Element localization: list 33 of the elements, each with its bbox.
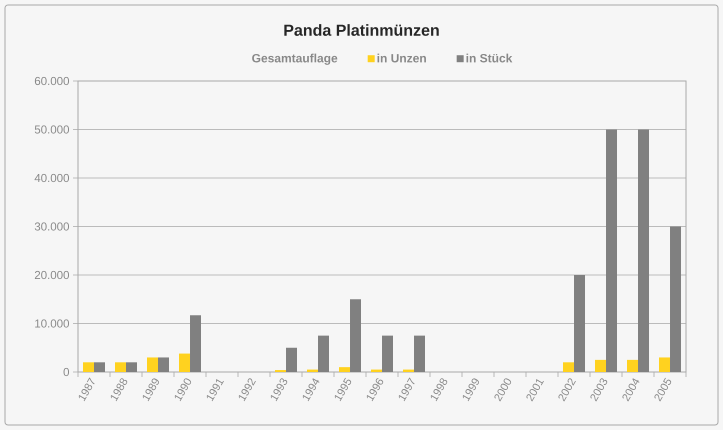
bar (659, 357, 670, 372)
bar (414, 336, 426, 372)
bar (563, 362, 574, 372)
bar (179, 354, 190, 372)
bar (574, 275, 586, 372)
legend-label: in Stück (466, 54, 512, 62)
bar (627, 360, 638, 372)
bar (190, 315, 202, 372)
bar (606, 129, 618, 372)
bar (595, 360, 606, 372)
y-tick-label: 10.000 (35, 319, 70, 328)
legend-title: Gesamtauflage (252, 54, 338, 65)
chart-title: Panda Platinmünzen (284, 24, 439, 36)
bar (318, 336, 330, 372)
bar (670, 226, 682, 372)
bar (350, 299, 362, 372)
y-tick-label: 0 (64, 368, 70, 376)
bar (339, 367, 350, 372)
bar (94, 362, 105, 372)
y-tick-label: 50.000 (34, 125, 70, 134)
bar (115, 362, 126, 372)
bar (83, 362, 94, 372)
bar (382, 336, 394, 372)
y-tick-label: 40.000 (34, 174, 70, 182)
legend-label: in Unzen (378, 54, 426, 62)
y-tick-label: 20.000 (34, 270, 70, 280)
bar (147, 357, 158, 372)
bar (158, 357, 169, 372)
y-tick-label: 30.000 (34, 222, 70, 231)
bar (638, 129, 650, 372)
bar (126, 362, 137, 372)
y-tick-label: 60.000 (34, 76, 70, 86)
bar (286, 348, 298, 372)
